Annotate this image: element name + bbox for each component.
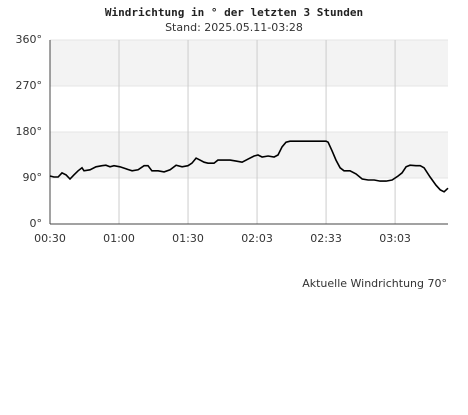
chart-subtitle: Stand: 2025.05.11-03:28 (165, 21, 303, 34)
chart-title: Windrichtung in ° der letzten 3 Stunden (105, 6, 363, 19)
band (50, 132, 448, 178)
y-tick-label: 360° (16, 33, 43, 46)
x-tick-label: 01:30 (172, 232, 204, 245)
y-tick-label: 90° (23, 171, 43, 184)
band (50, 40, 448, 86)
x-tick-label: 02:33 (310, 232, 342, 245)
x-tick-label: 03:03 (379, 232, 411, 245)
x-tick-label: 00:30 (34, 232, 66, 245)
x-tick-label: 01:00 (103, 232, 135, 245)
x-tick-label: 02:03 (241, 232, 273, 245)
annotation: Aktuelle Windrichtung 70° (302, 277, 447, 290)
y-tick-label: 270° (16, 79, 43, 92)
data-line (49, 140, 449, 193)
y-tick-label: 0° (30, 217, 43, 230)
y-tick-label: 180° (16, 125, 43, 138)
